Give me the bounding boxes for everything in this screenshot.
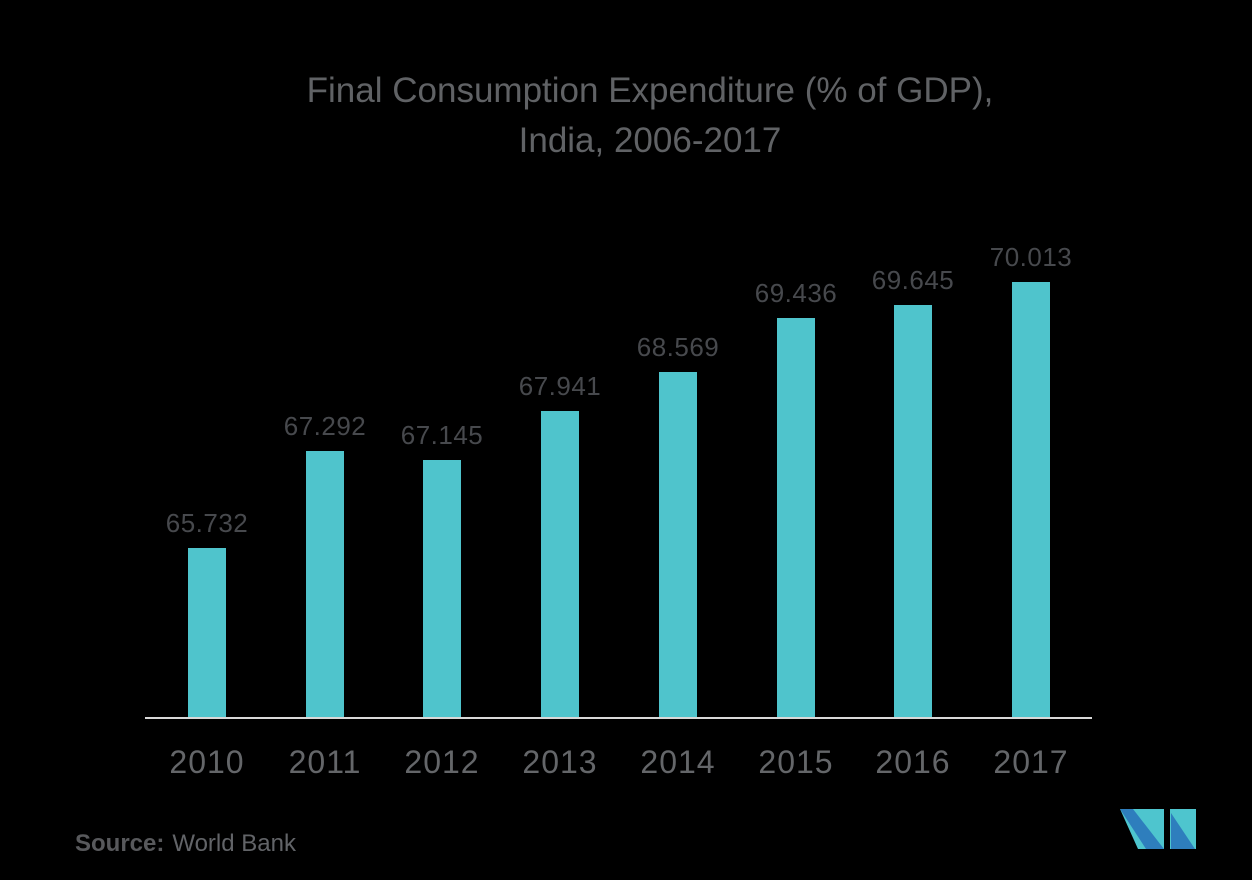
bar-value-label-2010: 65.732: [165, 508, 249, 538]
chart-title: Final Consumption Expenditure (% of GDP)…: [150, 66, 1150, 166]
bar-value-label-2013: 67.941: [518, 371, 602, 401]
bar-value-label-2016: 69.645: [871, 265, 955, 295]
bar-2013: [541, 411, 579, 717]
x-tick-label-2014: 2014: [640, 744, 716, 780]
bar-value-label-2014: 68.569: [636, 332, 720, 362]
source-text: World Bank: [172, 830, 296, 857]
x-tick-label-2013: 2013: [522, 744, 598, 780]
bar-value-label-2015: 69.436: [754, 278, 838, 308]
x-tick-label-2010: 2010: [169, 744, 245, 780]
logo-right-triangle: [1171, 813, 1195, 849]
x-tick-label-2016: 2016: [875, 744, 951, 780]
bar-2015: [777, 318, 815, 717]
bar-value-label-2017: 70.013: [989, 242, 1073, 272]
source-note: Source: World Bank: [75, 830, 296, 858]
bar-2011: [306, 451, 344, 717]
x-tick-label-2017: 2017: [993, 744, 1069, 780]
bar-2012: [423, 460, 461, 717]
mordor-intelligence-logo: [1120, 809, 1196, 849]
x-tick-label-2015: 2015: [758, 744, 834, 780]
bar-2017: [1012, 282, 1050, 717]
bar-2016: [894, 305, 932, 717]
chart-title-line2: India, 2006-2017: [518, 121, 782, 160]
chart-title-line1: Final Consumption Expenditure (% of GDP)…: [306, 71, 994, 110]
x-tick-label-2011: 2011: [288, 744, 362, 780]
bar-value-label-2012: 67.145: [400, 420, 484, 450]
bar-value-label-2011: 67.292: [283, 411, 367, 441]
bar-2014: [659, 372, 697, 717]
bar-2010: [188, 548, 226, 717]
x-axis-line: [145, 717, 1092, 719]
logo-left-diagonal: [1120, 809, 1164, 849]
source-label: Source:: [75, 830, 165, 857]
plot-area: 65.732 67.292 67.145 67.941 68.569 69.436 69.6…: [145, 242, 1092, 719]
x-tick-label-2012: 2012: [404, 744, 480, 780]
